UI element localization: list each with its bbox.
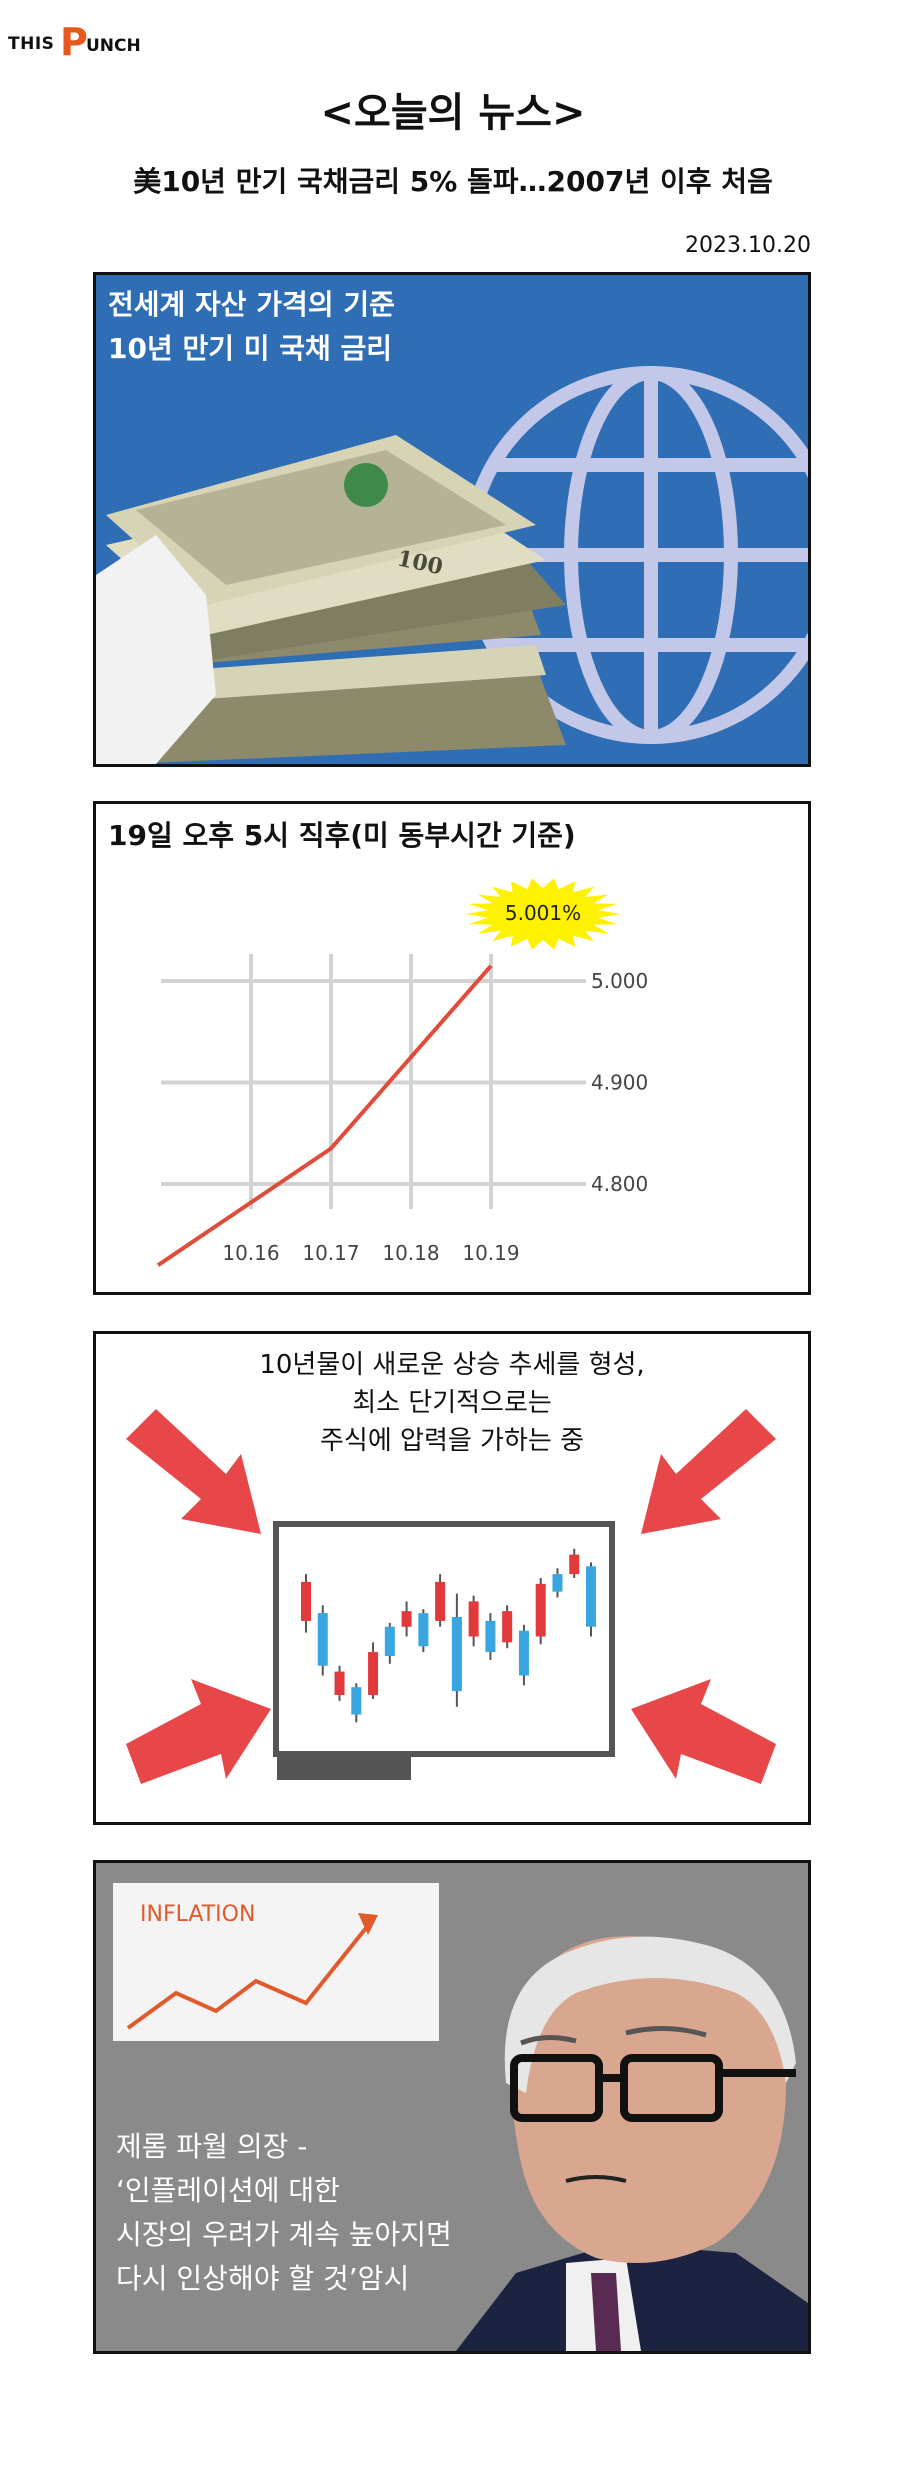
candle-body xyxy=(351,1687,362,1715)
panel3-line3: 주식에 압력을 가하는 중 xyxy=(320,1426,584,1456)
series-line xyxy=(156,964,493,1267)
candle-body xyxy=(435,1581,446,1621)
candle-body xyxy=(451,1617,462,1692)
panel1-line1: 전세계 자산 가격의 기준 xyxy=(108,288,395,321)
inflation-board xyxy=(113,1883,439,2041)
globe-icon xyxy=(462,366,808,744)
candle-body xyxy=(368,1652,379,1695)
panel4-line3: 시장의 우려가 계속 높아지면 xyxy=(116,2218,452,2251)
panel3-line2: 최소 단기적으로는 xyxy=(352,1388,552,1418)
money-stack-icon: 100 xyxy=(106,435,566,764)
arrow-top-left-icon xyxy=(126,1409,261,1534)
this-punch-logo: THIS P UNCH xyxy=(8,18,148,64)
x-tick-label: 10.16 xyxy=(222,1241,279,1265)
panel3-caption: 10년물이 새로운 상승 추세를 형성, 최소 단기적으로는 주식에 압력을 가… xyxy=(96,1346,808,1460)
panel4-caption: 제롬 파월 의장 - ‘인플레이션에 대한 시장의 우려가 계속 높아지면 다시… xyxy=(116,2125,452,2301)
logo-this-text: THIS xyxy=(8,34,55,54)
callout-label: 5.001% xyxy=(505,901,581,925)
inflation-label: INFLATION xyxy=(140,1902,255,1927)
candle-body xyxy=(468,1601,479,1637)
panel1-line2: 10년 만기 미 국채 금리 xyxy=(108,332,393,365)
panel1-caption: 전세계 자산 가격의 기준 10년 만기 미 국채 금리 xyxy=(108,283,395,371)
panel4-line4: 다시 인상해야 할 것’암시 xyxy=(116,2262,410,2295)
arrow-bottom-left-icon xyxy=(126,1679,271,1784)
y-tick-label: 4.900 xyxy=(591,1071,648,1095)
logo-unch-text: UNCH xyxy=(86,36,141,56)
x-tick-label: 10.19 xyxy=(462,1241,519,1265)
arrow-top-right-icon xyxy=(641,1409,776,1534)
panel-stock-pressure: 10년물이 새로운 상승 추세를 형성, 최소 단기적으로는 주식에 압력을 가… xyxy=(93,1331,811,1825)
arrow-bottom-right-icon xyxy=(631,1679,776,1784)
up-arrowhead-icon xyxy=(358,1913,378,1935)
callout-burst-icon xyxy=(465,878,621,950)
x-tick-label: 10.17 xyxy=(302,1241,359,1265)
money-globe-illustration: 100 xyxy=(96,366,808,764)
x-tick-label: 10.18 xyxy=(382,1241,439,1265)
page-title: <오늘의 뉴스> xyxy=(320,90,586,136)
candle-body xyxy=(552,1574,563,1592)
panel3-line1: 10년물이 새로운 상승 추세를 형성, xyxy=(259,1350,645,1380)
y-tick-label: 5.000 xyxy=(591,969,648,993)
logo-p-text: P xyxy=(60,20,88,64)
page-subtitle: 美10년 만기 국채금리 5% 돌파…2007년 이후 처음 xyxy=(133,165,773,198)
y-tick-label: 4.800 xyxy=(591,1172,648,1196)
candle-body xyxy=(418,1613,429,1647)
yield-line-chart: 5.001% 5.000 4.900 4.800 10.16 10.17 10.18 10.… xyxy=(156,878,648,1267)
candle-body xyxy=(384,1626,395,1656)
powell-illustration: INFLATION xyxy=(113,1883,808,2351)
panel-money-globe: 100 전세계 자산 가격의 기준 10년 만기 미 국채 금리 xyxy=(93,272,811,767)
candle-body xyxy=(401,1611,412,1627)
panel-powell: INFLATION 제롬 파월 의장 - ‘인플레이션에 대한 시장의 우려가 … xyxy=(93,1860,811,2354)
candle-body xyxy=(586,1566,596,1627)
candle-body xyxy=(301,1581,311,1621)
candlestick-monitor xyxy=(126,1409,776,1784)
panel4-line2: ‘인플레이션에 대한 xyxy=(116,2174,340,2207)
candle-body xyxy=(317,1613,328,1666)
article-date: 2023.10.20 xyxy=(685,233,811,258)
candle-body xyxy=(535,1583,546,1637)
candle-body xyxy=(485,1620,496,1653)
candle-body xyxy=(569,1554,580,1575)
candle-body xyxy=(518,1630,529,1676)
candle-body xyxy=(502,1611,513,1643)
powell-portrait xyxy=(456,1936,808,2351)
monitor-screen xyxy=(273,1521,615,1757)
candle-body xyxy=(334,1671,345,1695)
panel-yield-chart: 19일 오후 5시 직후(미 동부시간 기준) 5.001% 5.000 4.90… xyxy=(93,801,811,1295)
panel2-title: 19일 오후 5시 직후(미 동부시간 기준) xyxy=(108,819,576,852)
panel4-line1: 제롬 파월 의장 - xyxy=(116,2130,308,2163)
